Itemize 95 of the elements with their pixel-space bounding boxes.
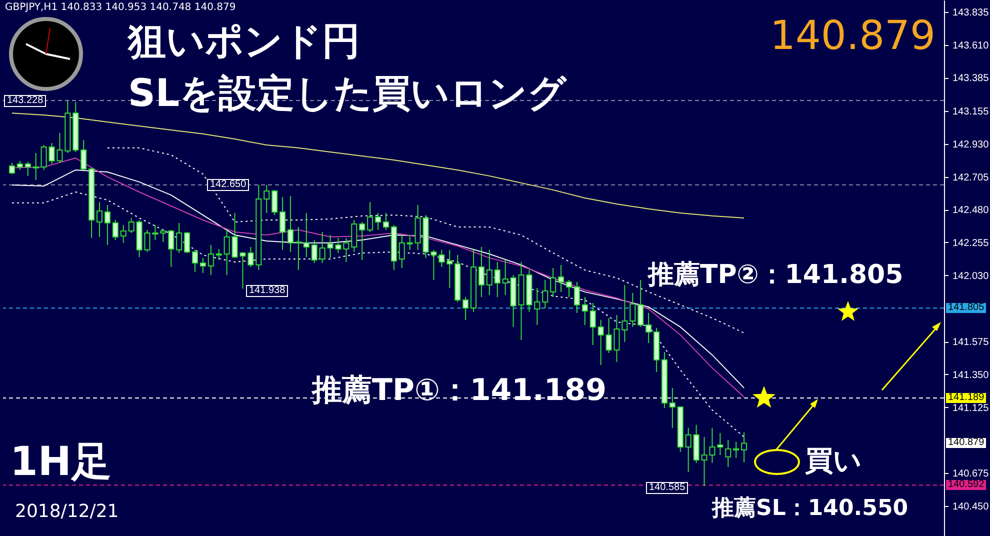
candlestick (311, 239, 318, 264)
y-tick-label: 142.255 (952, 238, 990, 249)
candlestick (438, 249, 445, 268)
y-tick-label: 143.835 (952, 7, 990, 18)
annotation: GBPJPY,H1 140.833 140.953 140.748 140.879 (5, 2, 236, 13)
candlestick (478, 246, 484, 298)
candlestick (669, 387, 676, 428)
ref-line-label: 141.189 (946, 392, 986, 403)
candlestick (446, 249, 453, 288)
candlestick (630, 292, 636, 328)
y-tick-label: 143.155 (952, 106, 990, 118)
candlestick (574, 282, 580, 314)
candlestick (24, 161, 31, 176)
annotation: 推薦TP②：141.805 (648, 260, 904, 290)
candlestick (40, 144, 47, 170)
candlestick (192, 249, 198, 272)
y-tick-label: 141.125 (952, 402, 990, 414)
text: 狙いポンド円 (128, 19, 360, 63)
annotation: 推薦SL：140.550 (712, 496, 908, 521)
candlestick (590, 302, 596, 346)
candlestick (717, 432, 724, 456)
annotation: 1H足 (10, 439, 112, 485)
candlestick (542, 279, 548, 308)
candlestick (566, 279, 572, 298)
candlestick (32, 152, 39, 181)
y-tick-label: 142.030 (952, 270, 990, 282)
ref-line-label: 140.592 (946, 479, 986, 490)
candlestick (382, 212, 389, 230)
annotation: 2018/12/21 (15, 501, 119, 522)
candlestick (685, 427, 692, 472)
candlestick (168, 229, 174, 268)
candlestick (398, 234, 405, 268)
candlestick (534, 287, 540, 326)
candlestick (351, 220, 358, 252)
candlestick (96, 202, 103, 238)
text: 140.879 (946, 437, 986, 448)
annotation: 141.938 (246, 285, 288, 297)
candlestick (598, 319, 604, 366)
y-tick-label: 143.385 (952, 73, 990, 84)
y-tick-label: 142.930 (952, 139, 990, 150)
candlestick (112, 220, 118, 240)
candlestick (80, 140, 87, 170)
candlestick (502, 259, 508, 296)
candlestick (280, 196, 286, 250)
candlestick (741, 432, 748, 463)
candlestick (622, 284, 628, 342)
candlestick (120, 224, 126, 244)
annotation: 140.879 (770, 13, 936, 59)
candlestick (224, 228, 230, 276)
candlestick (725, 440, 732, 468)
candlestick (295, 226, 302, 271)
candlestick (303, 212, 310, 258)
candlestick (638, 279, 644, 328)
candlestick (104, 204, 110, 246)
candlestick (216, 248, 222, 260)
candlestick (558, 264, 564, 292)
candlestick (184, 231, 190, 254)
candlestick (343, 237, 350, 263)
candlestick (486, 249, 492, 296)
candlestick (8, 162, 15, 175)
y-tick-label: 142.480 (952, 205, 990, 216)
candlestick (248, 246, 254, 268)
ref-line-label: 141.805 (946, 302, 986, 314)
candlestick (200, 257, 206, 274)
y-tick-label: 141.575 (952, 337, 990, 348)
candlestick (494, 262, 500, 298)
annotation: 140.585 (646, 482, 688, 494)
candlestick (367, 202, 374, 232)
candlestick (160, 228, 166, 243)
candlestick (375, 212, 382, 230)
candlestick (264, 184, 270, 214)
candlestick (359, 222, 366, 260)
candlestick (733, 441, 740, 458)
y-tick-label: 140.675 (952, 468, 990, 480)
candlestick (176, 222, 182, 254)
text: SLを設定した買いロング (128, 71, 567, 115)
candlestick (208, 244, 214, 276)
y-tick-label: 140.450 (952, 501, 990, 512)
candlestick (646, 312, 652, 344)
y-tick-label: 143.610 (952, 40, 990, 52)
candlestick (406, 234, 413, 250)
ref-line-label: 142.650 (207, 178, 250, 191)
ref-line-label: 143.228 (4, 94, 46, 107)
candlestick (550, 268, 556, 298)
candlestick (462, 296, 469, 320)
line-series (11, 112, 745, 218)
candlestick (272, 189, 278, 216)
candlestick (287, 195, 294, 252)
candlestick (128, 217, 134, 234)
candlestick (319, 231, 326, 264)
y-tick-label: 141.350 (952, 370, 990, 381)
candlestick (16, 160, 23, 170)
y-tick-label: 142.705 (952, 172, 990, 184)
candlestick (582, 296, 588, 326)
annotation: 買い (805, 444, 862, 477)
